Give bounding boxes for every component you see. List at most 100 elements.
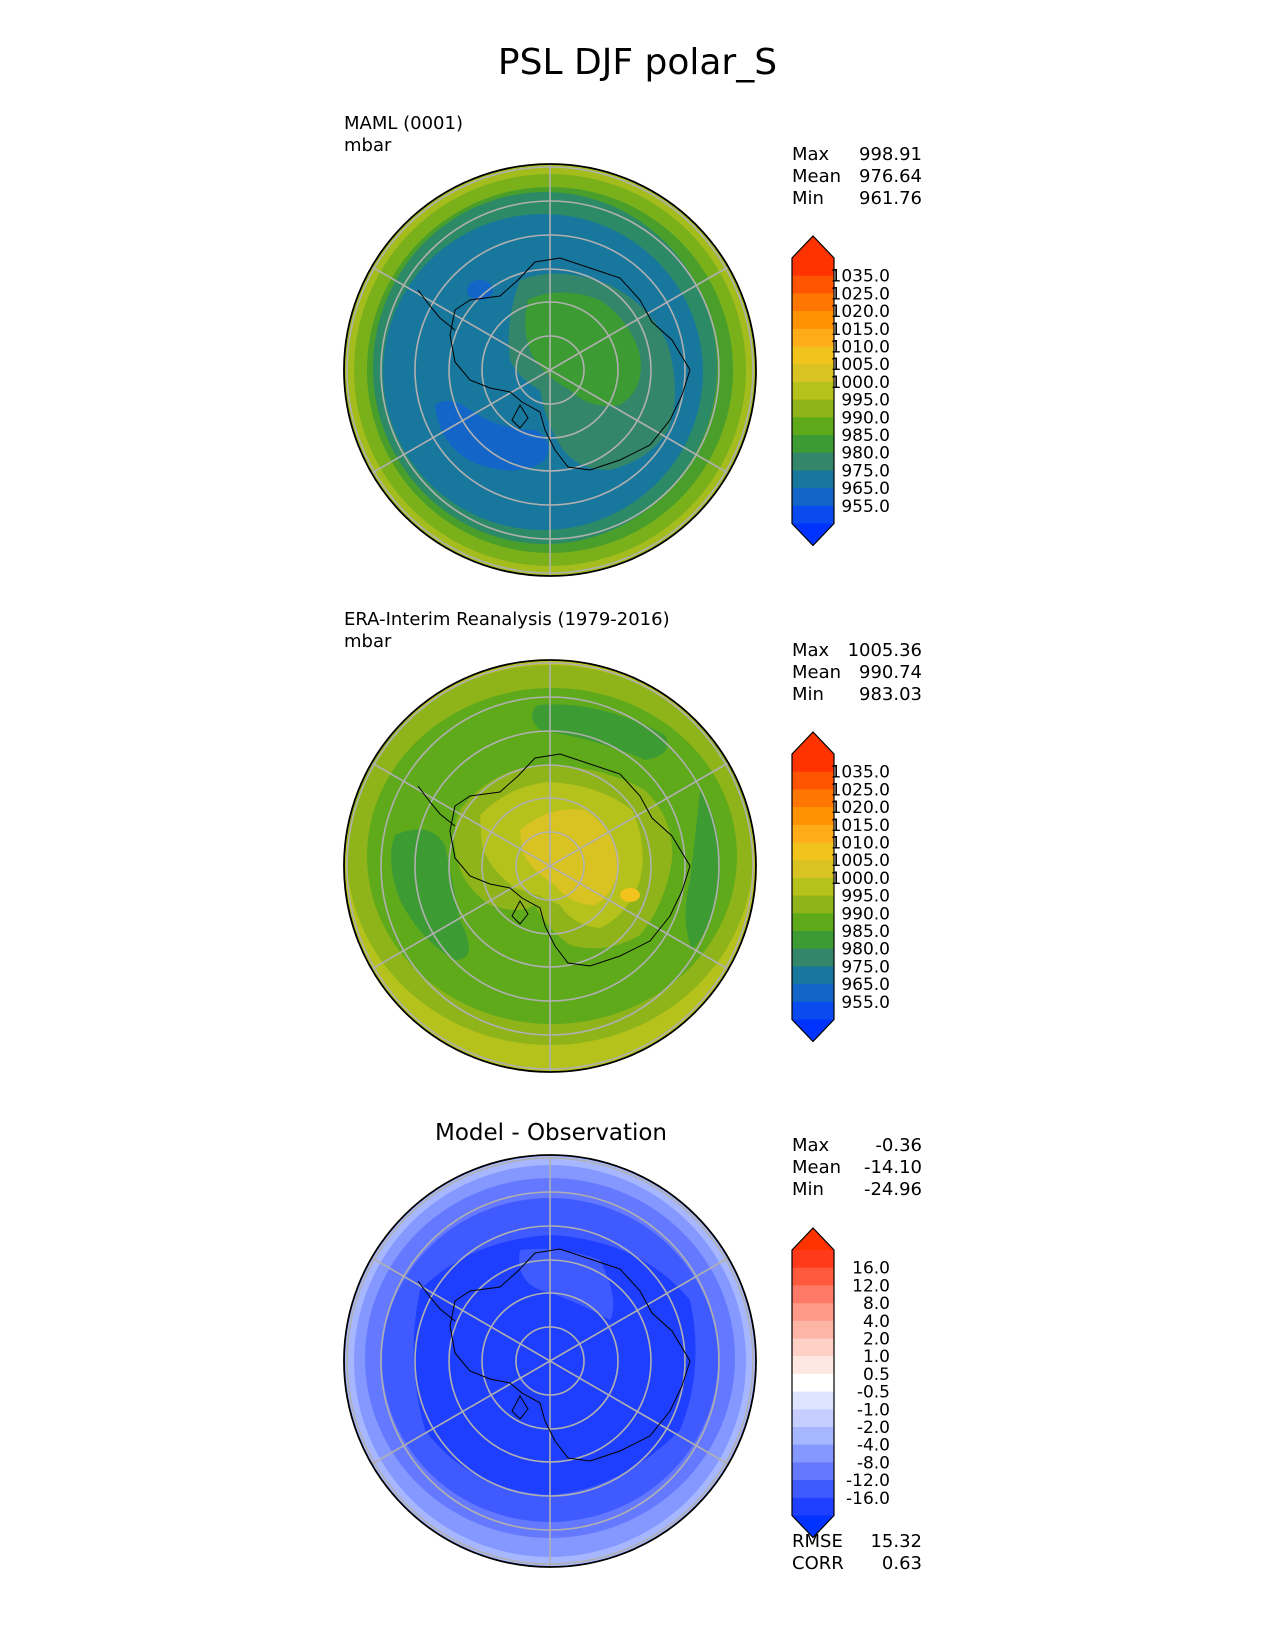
- colorbar-segment: [792, 470, 834, 489]
- colorbar-segment: [792, 1320, 834, 1340]
- colorbar-segment: [792, 381, 834, 401]
- colorbar-segment: [792, 1250, 834, 1269]
- panel1-label-name: MAML (0001): [344, 113, 463, 134]
- stat-label: Mean: [792, 1157, 842, 1178]
- colorbar-tick-label: 1000.0: [831, 373, 890, 393]
- colorbar-tick-label: 1.0: [863, 1347, 890, 1367]
- stat-value: -24.96: [863, 1179, 922, 1200]
- colorbar-segment: [792, 913, 834, 932]
- stat-label: Min: [792, 684, 824, 705]
- colorbar-tick-label: 1025.0: [831, 284, 890, 304]
- gridlines-reference: [346, 660, 754, 1072]
- colorbar-extend-top: [792, 732, 834, 754]
- colorbar-tick-label: 1005.0: [831, 355, 890, 375]
- panel1-label-units: mbar: [344, 135, 392, 156]
- colorbar-tick-label: 965.0: [841, 479, 890, 499]
- map-border-diff: [343, 1154, 757, 1568]
- panel3-stats: Max -0.36 Mean -14.10 Min -24.96: [792, 1135, 922, 1201]
- colorbar-segment: [792, 771, 834, 790]
- colorbar-tick-label: 1015.0: [831, 816, 890, 836]
- panel2-stats: Max 1005.36 Mean 990.74 Min 983.03: [792, 640, 922, 706]
- colorbar-tick-label: 955.0: [841, 497, 890, 517]
- coastline-diff: [417, 1248, 691, 1462]
- colorbar-tick-label: -4.0: [857, 1436, 890, 1456]
- panel1-stats: Max 998.91 Mean 976.64 Min 961.76: [792, 144, 922, 210]
- panel3-title: Model - Observation: [434, 1120, 668, 1146]
- colorbar-segment: [792, 399, 834, 418]
- colorbar-tick-label: 1020.0: [831, 302, 890, 322]
- stat-value: 983.03: [859, 684, 922, 705]
- colorbar-tick-label: 955.0: [841, 993, 890, 1013]
- colorbar-outline: [791, 235, 835, 547]
- map-border-reference: [343, 659, 757, 1073]
- colorbar-tick-label: 1005.0: [831, 851, 890, 871]
- stat-value: -14.10: [863, 1157, 922, 1178]
- colorbar-segment: [792, 860, 834, 879]
- stat-value: 961.76: [859, 188, 922, 209]
- colorbar-segment: [792, 1303, 834, 1322]
- colorbar-segment: [792, 1001, 834, 1021]
- colorbar-tick-label: 990.0: [841, 408, 890, 428]
- colorbar-segment: [792, 1391, 834, 1410]
- stat-value: 1005.36: [847, 640, 922, 661]
- colorbar-tick-label: 1035.0: [831, 267, 890, 287]
- colorbar-segment: [792, 842, 834, 861]
- colorbar-segment: [792, 754, 834, 773]
- metric-value: 15.32: [870, 1531, 922, 1552]
- stat-value: -0.36: [875, 1135, 922, 1156]
- colorbar-tick-label: 1020.0: [831, 798, 890, 818]
- colorbar-segment: [792, 1480, 834, 1499]
- stat-value: 976.64: [859, 166, 922, 187]
- colorbar-segment: [792, 1444, 834, 1463]
- colorbar-segment: [792, 1462, 834, 1481]
- colorbar-tick-label: 16.0: [852, 1259, 890, 1279]
- colorbar-segment: [792, 984, 834, 1003]
- colorbar-segment: [792, 1497, 834, 1517]
- colorbar-tick-label: 995.0: [841, 887, 890, 907]
- colorbar-segment: [792, 505, 834, 525]
- colorbar-outline: [791, 1227, 835, 1539]
- stat-label: Mean: [792, 166, 842, 187]
- colorbar-tick-label: -8.0: [857, 1453, 890, 1473]
- stat-label: Max: [792, 144, 830, 165]
- coastline-reference: [417, 753, 691, 967]
- stat-label: Min: [792, 188, 824, 209]
- colorbar-tick-label: -0.5: [857, 1383, 890, 1403]
- map-border-test: [343, 163, 757, 577]
- colorbar-extend-bottom: [792, 523, 834, 546]
- colorbar-tick-label: 995.0: [841, 391, 890, 411]
- metric-label: RMSE: [792, 1531, 843, 1552]
- colorbar-segment: [792, 328, 834, 348]
- colorbar-segment: [792, 966, 834, 985]
- colorbar-tick-label: 4.0: [863, 1312, 890, 1332]
- colorbar-tick-label: -2.0: [857, 1418, 890, 1438]
- colorbar-segment: [792, 807, 834, 826]
- panel2-label-name: ERA-Interim Reanalysis (1979-2016): [344, 609, 670, 630]
- colorbar-tick-label: 1010.0: [831, 338, 890, 358]
- panel2-label-units: mbar: [344, 631, 392, 652]
- colorbar-segment: [792, 488, 834, 507]
- colorbar-tick-label: 985.0: [841, 426, 890, 446]
- colorbar-tick-label: 1015.0: [831, 320, 890, 340]
- colorbar-extend-bottom: [792, 1019, 834, 1042]
- colorbar-segment: [792, 931, 834, 950]
- colorbar-tick-label: 975.0: [841, 957, 890, 977]
- panel3-metrics: RMSE 15.32 CORR 0.63: [792, 1531, 922, 1575]
- colorbar-tick-label: 12.0: [852, 1276, 890, 1296]
- colorbar-segment: [792, 1356, 834, 1375]
- colorbar-tick-label: -1.0: [857, 1400, 890, 1420]
- figure-title: PSL DJF polar_S: [497, 42, 778, 83]
- coastline-test: [417, 257, 691, 471]
- colorbar-tick-label: 1010.0: [831, 834, 890, 854]
- colorbar-tick-label: 2.0: [863, 1330, 890, 1350]
- colorbar-tick-label: 985.0: [841, 922, 890, 942]
- colorbar-segment: [792, 895, 834, 914]
- colorbar-segment: [792, 1373, 834, 1393]
- colorbar-extend-bottom: [792, 1515, 834, 1538]
- colorbar-tick-label: 990.0: [841, 904, 890, 924]
- metric-label: CORR: [792, 1553, 844, 1574]
- colorbar-test: 1035.01025.01020.01015.01010.01005.01000…: [791, 235, 890, 547]
- colorbar-tick-label: 1035.0: [831, 763, 890, 783]
- stat-label: Min: [792, 1179, 824, 1200]
